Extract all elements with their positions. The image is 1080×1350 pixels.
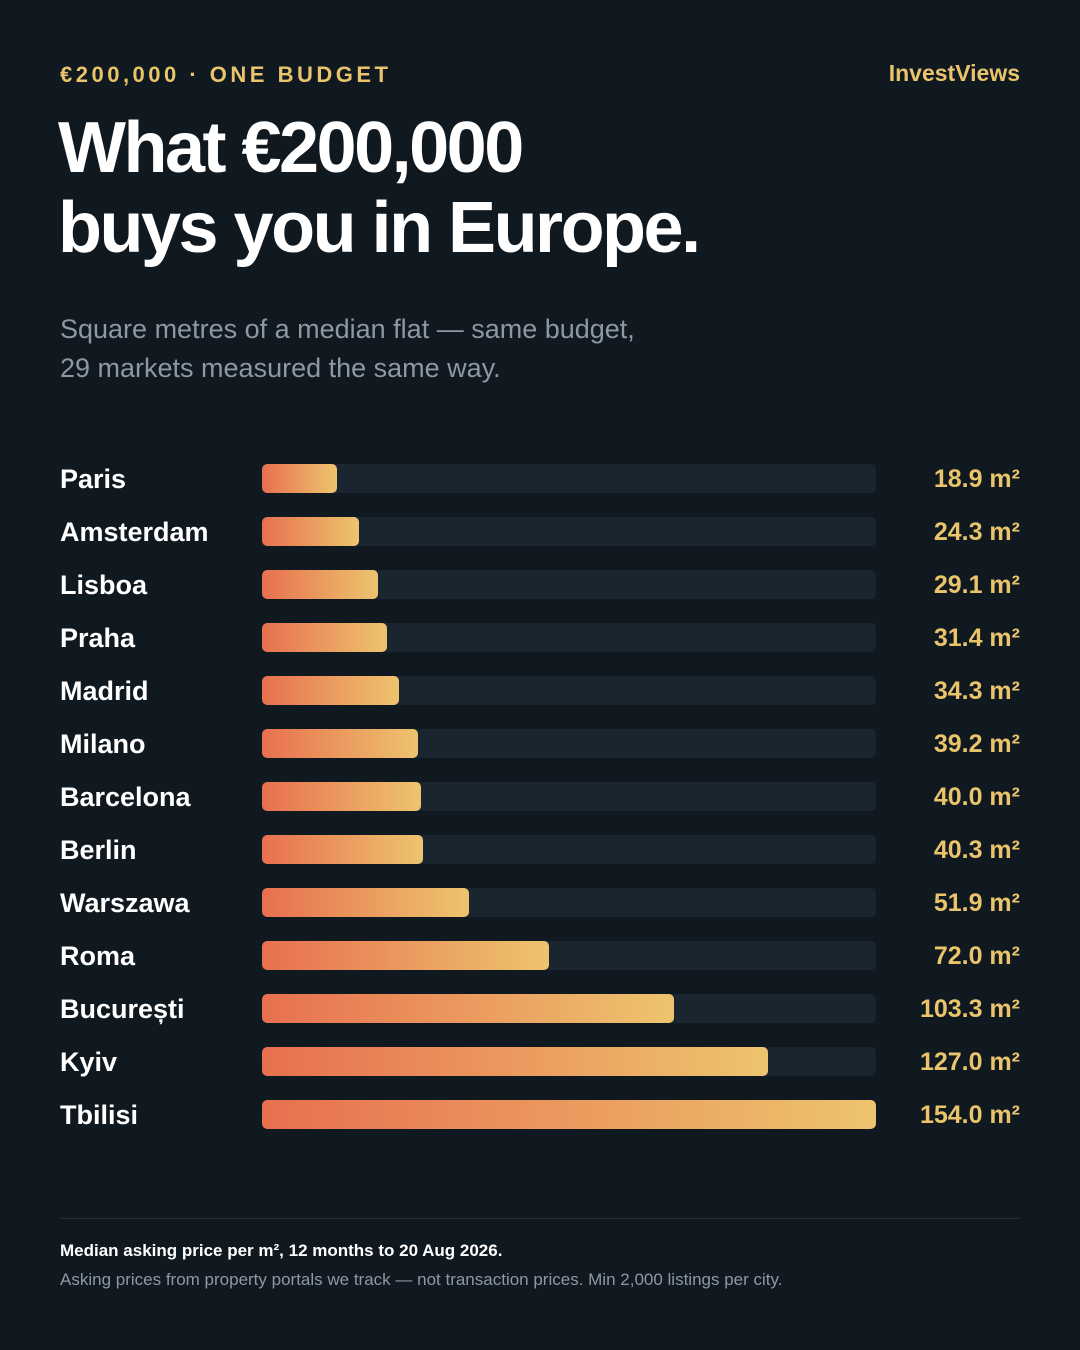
bar bbox=[262, 888, 469, 917]
chart-row: Amsterdam 24.3 m² bbox=[60, 505, 1020, 558]
title-line-1: What €200,000 bbox=[58, 108, 524, 188]
category-label: Berlin bbox=[60, 835, 137, 865]
bar-track bbox=[262, 676, 876, 705]
category-label: Madrid bbox=[60, 676, 149, 706]
bar bbox=[262, 782, 421, 811]
chart-row: Tbilisi 154.0 m² bbox=[60, 1088, 1020, 1141]
value-label: 103.3 m² bbox=[919, 995, 1020, 1023]
chart-row: Barcelona 40.0 m² bbox=[60, 770, 1020, 823]
bar bbox=[262, 729, 418, 758]
bar bbox=[262, 676, 399, 705]
subtitle-line-2: 29 markets measured the same way. bbox=[60, 353, 501, 383]
bar-track bbox=[262, 729, 876, 758]
chart-row: Roma 72.0 m² bbox=[60, 929, 1020, 982]
chart-row: Warszawa 51.9 m² bbox=[60, 876, 1020, 929]
value-label: 40.3 m² bbox=[933, 836, 1020, 864]
bar-chart: Paris 18.9 m² Amsterdam 24.3 m² Lisboa 29.1 m… bbox=[60, 452, 1020, 1141]
source-note: Asking prices from property portals we t… bbox=[60, 1270, 783, 1289]
bar-track bbox=[262, 1047, 876, 1076]
chart-row: Paris 18.9 m² bbox=[60, 452, 1020, 505]
value-label: 24.3 m² bbox=[933, 518, 1020, 546]
chart-row: Kyiv 127.0 m² bbox=[60, 1035, 1020, 1088]
bar-track bbox=[262, 1100, 876, 1129]
category-label: Kyiv bbox=[60, 1047, 118, 1077]
category-label: Paris bbox=[60, 464, 127, 494]
bar-track bbox=[262, 888, 876, 917]
bar-track bbox=[262, 623, 876, 652]
chart-row: Lisboa 29.1 m² bbox=[60, 558, 1020, 611]
category-label: Roma bbox=[60, 941, 136, 971]
value-label: 154.0 m² bbox=[919, 1101, 1020, 1129]
chart-row: București 103.3 m² bbox=[60, 982, 1020, 1035]
bar-track bbox=[262, 835, 876, 864]
value-label: 29.1 m² bbox=[933, 571, 1020, 599]
category-label: Amsterdam bbox=[60, 517, 209, 547]
title-line-2: buys you in Europe. bbox=[58, 188, 701, 268]
bar bbox=[262, 464, 337, 493]
bar bbox=[262, 1047, 768, 1076]
value-label: 18.9 m² bbox=[933, 465, 1020, 493]
value-label: 31.4 m² bbox=[933, 624, 1020, 652]
bar-track bbox=[262, 464, 876, 493]
subtitle: Square metres of a median flat — same bu… bbox=[60, 310, 860, 388]
bar bbox=[262, 517, 359, 546]
value-label: 34.3 m² bbox=[933, 677, 1020, 705]
bar bbox=[262, 835, 423, 864]
chart-row: Milano 39.2 m² bbox=[60, 717, 1020, 770]
bar-track bbox=[262, 782, 876, 811]
footer-divider bbox=[60, 1218, 1020, 1219]
bar bbox=[262, 1100, 876, 1129]
value-label: 51.9 m² bbox=[933, 889, 1020, 917]
brand-logo-text: InvestViews bbox=[888, 60, 1020, 86]
value-label: 39.2 m² bbox=[933, 730, 1020, 758]
subtitle-line-1: Square metres of a median flat — same bu… bbox=[60, 314, 635, 344]
bar-track bbox=[262, 570, 876, 599]
methodology-note: Median asking price per m², 12 months to… bbox=[60, 1241, 503, 1260]
bar-track bbox=[262, 517, 876, 546]
category-label: Praha bbox=[60, 623, 136, 653]
chart-row: Praha 31.4 m² bbox=[60, 611, 1020, 664]
category-label: Warszawa bbox=[60, 888, 190, 918]
category-label: Lisboa bbox=[60, 570, 148, 600]
category-label: Tbilisi bbox=[60, 1100, 139, 1130]
bar bbox=[262, 994, 674, 1023]
chart-row: Berlin 40.3 m² bbox=[60, 823, 1020, 876]
bar-track bbox=[262, 941, 876, 970]
chart-row: Madrid 34.3 m² bbox=[60, 664, 1020, 717]
bar bbox=[262, 623, 387, 652]
bar bbox=[262, 570, 378, 599]
bar-track bbox=[262, 994, 876, 1023]
value-label: 127.0 m² bbox=[919, 1048, 1020, 1076]
bar bbox=[262, 941, 549, 970]
category-label: Barcelona bbox=[60, 782, 191, 812]
page-title: What €200,000 buys you in Europe. bbox=[58, 108, 958, 268]
category-label: Milano bbox=[60, 729, 146, 759]
value-label: 72.0 m² bbox=[933, 942, 1020, 970]
kicker: €200,000 · ONE BUDGET bbox=[60, 62, 392, 87]
value-label: 40.0 m² bbox=[933, 783, 1020, 811]
category-label: București bbox=[60, 994, 185, 1024]
